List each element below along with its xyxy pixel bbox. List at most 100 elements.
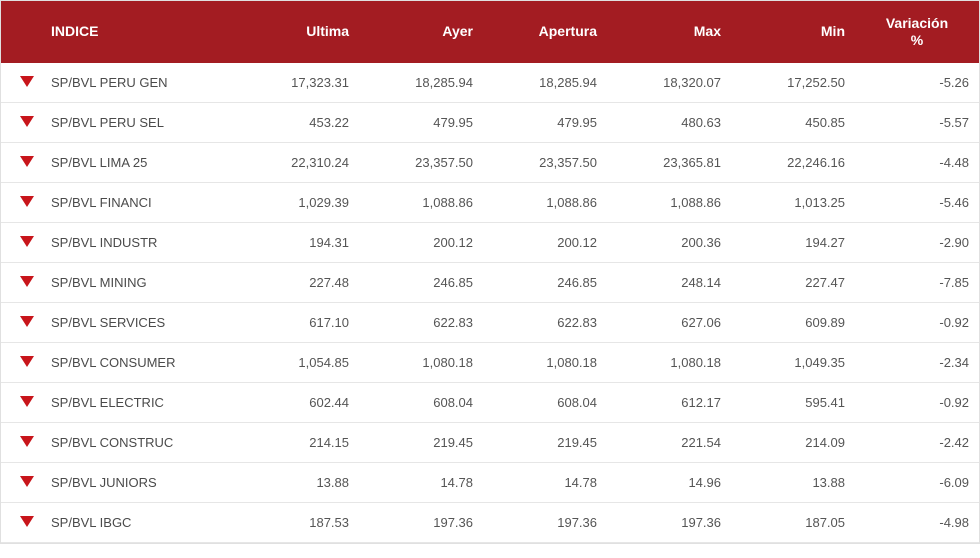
cell-max: 197.36: [607, 502, 731, 542]
trend-cell: [1, 422, 45, 462]
trend-cell: [1, 63, 45, 103]
cell-min: 1,049.35: [731, 342, 855, 382]
cell-var: -4.98: [855, 502, 979, 542]
index-name: SP/BVL IBGC: [45, 502, 235, 542]
cell-var: -5.46: [855, 182, 979, 222]
cell-ayer: 219.45: [359, 422, 483, 462]
index-name: SP/BVL CONSTRUC: [45, 422, 235, 462]
cell-apertura: 200.12: [483, 222, 607, 262]
cell-min: 22,246.16: [731, 142, 855, 182]
cell-max: 1,080.18: [607, 342, 731, 382]
header-ultima: Ultima: [235, 1, 359, 63]
header-ayer: Ayer: [359, 1, 483, 63]
trend-cell: [1, 262, 45, 302]
cell-var: -2.90: [855, 222, 979, 262]
cell-apertura: 246.85: [483, 262, 607, 302]
cell-max: 221.54: [607, 422, 731, 462]
cell-ayer: 1,080.18: [359, 342, 483, 382]
header-min: Min: [731, 1, 855, 63]
cell-ultima: 1,054.85: [235, 342, 359, 382]
index-name: SP/BVL PERU GEN: [45, 63, 235, 103]
table-row: SP/BVL SERVICES617.10622.83622.83627.066…: [1, 302, 979, 342]
header-max: Max: [607, 1, 731, 63]
index-name: SP/BVL SERVICES: [45, 302, 235, 342]
cell-ultima: 22,310.24: [235, 142, 359, 182]
trend-cell: [1, 302, 45, 342]
cell-var: -0.92: [855, 302, 979, 342]
cell-min: 187.05: [731, 502, 855, 542]
table-row: SP/BVL ELECTRIC602.44608.04608.04612.175…: [1, 382, 979, 422]
table-row: SP/BVL FINANCI1,029.391,088.861,088.861,…: [1, 182, 979, 222]
cell-ultima: 602.44: [235, 382, 359, 422]
cell-ultima: 13.88: [235, 462, 359, 502]
cell-var: -0.92: [855, 382, 979, 422]
index-name: SP/BVL CONSUMER: [45, 342, 235, 382]
cell-var: -7.85: [855, 262, 979, 302]
header-trend: [1, 1, 45, 63]
down-triangle-icon: [20, 156, 34, 167]
cell-ayer: 200.12: [359, 222, 483, 262]
cell-max: 248.14: [607, 262, 731, 302]
down-triangle-icon: [20, 236, 34, 247]
trend-cell: [1, 222, 45, 262]
cell-var: -4.48: [855, 142, 979, 182]
table-row: SP/BVL MINING227.48246.85246.85248.14227…: [1, 262, 979, 302]
table-row: SP/BVL CONSTRUC214.15219.45219.45221.542…: [1, 422, 979, 462]
cell-min: 595.41: [731, 382, 855, 422]
cell-var: -5.57: [855, 102, 979, 142]
cell-max: 612.17: [607, 382, 731, 422]
header-variacion: Variación%: [855, 1, 979, 63]
index-name: SP/BVL JUNIORS: [45, 462, 235, 502]
table-row: SP/BVL LIMA 2522,310.2423,357.5023,357.5…: [1, 142, 979, 182]
cell-max: 14.96: [607, 462, 731, 502]
down-triangle-icon: [20, 76, 34, 87]
cell-apertura: 14.78: [483, 462, 607, 502]
trend-cell: [1, 382, 45, 422]
cell-min: 450.85: [731, 102, 855, 142]
cell-ayer: 622.83: [359, 302, 483, 342]
cell-max: 18,320.07: [607, 63, 731, 103]
down-triangle-icon: [20, 396, 34, 407]
cell-min: 13.88: [731, 462, 855, 502]
index-name: SP/BVL PERU SEL: [45, 102, 235, 142]
cell-apertura: 608.04: [483, 382, 607, 422]
cell-apertura: 197.36: [483, 502, 607, 542]
down-triangle-icon: [20, 516, 34, 527]
cell-min: 227.47: [731, 262, 855, 302]
cell-apertura: 23,357.50: [483, 142, 607, 182]
cell-max: 1,088.86: [607, 182, 731, 222]
down-triangle-icon: [20, 476, 34, 487]
table-row: SP/BVL PERU SEL453.22479.95479.95480.634…: [1, 102, 979, 142]
cell-var: -6.09: [855, 462, 979, 502]
down-triangle-icon: [20, 116, 34, 127]
cell-apertura: 479.95: [483, 102, 607, 142]
cell-ultima: 617.10: [235, 302, 359, 342]
table-row: SP/BVL CONSUMER1,054.851,080.181,080.181…: [1, 342, 979, 382]
cell-min: 194.27: [731, 222, 855, 262]
cell-ultima: 1,029.39: [235, 182, 359, 222]
cell-var: -2.34: [855, 342, 979, 382]
header-indice: INDICE: [45, 1, 235, 63]
table-row: SP/BVL INDUSTR194.31200.12200.12200.3619…: [1, 222, 979, 262]
cell-ayer: 246.85: [359, 262, 483, 302]
down-triangle-icon: [20, 316, 34, 327]
cell-apertura: 219.45: [483, 422, 607, 462]
index-name: SP/BVL INDUSTR: [45, 222, 235, 262]
cell-ayer: 479.95: [359, 102, 483, 142]
cell-max: 23,365.81: [607, 142, 731, 182]
cell-apertura: 622.83: [483, 302, 607, 342]
cell-apertura: 1,080.18: [483, 342, 607, 382]
cell-ultima: 194.31: [235, 222, 359, 262]
header-apertura: Apertura: [483, 1, 607, 63]
cell-min: 1,013.25: [731, 182, 855, 222]
table-body: SP/BVL PERU GEN17,323.3118,285.9418,285.…: [1, 63, 979, 543]
cell-ultima: 187.53: [235, 502, 359, 542]
cell-ayer: 197.36: [359, 502, 483, 542]
down-triangle-icon: [20, 356, 34, 367]
cell-max: 480.63: [607, 102, 731, 142]
down-triangle-icon: [20, 276, 34, 287]
cell-var: -2.42: [855, 422, 979, 462]
down-triangle-icon: [20, 436, 34, 447]
cell-ultima: 453.22: [235, 102, 359, 142]
index-name: SP/BVL ELECTRIC: [45, 382, 235, 422]
